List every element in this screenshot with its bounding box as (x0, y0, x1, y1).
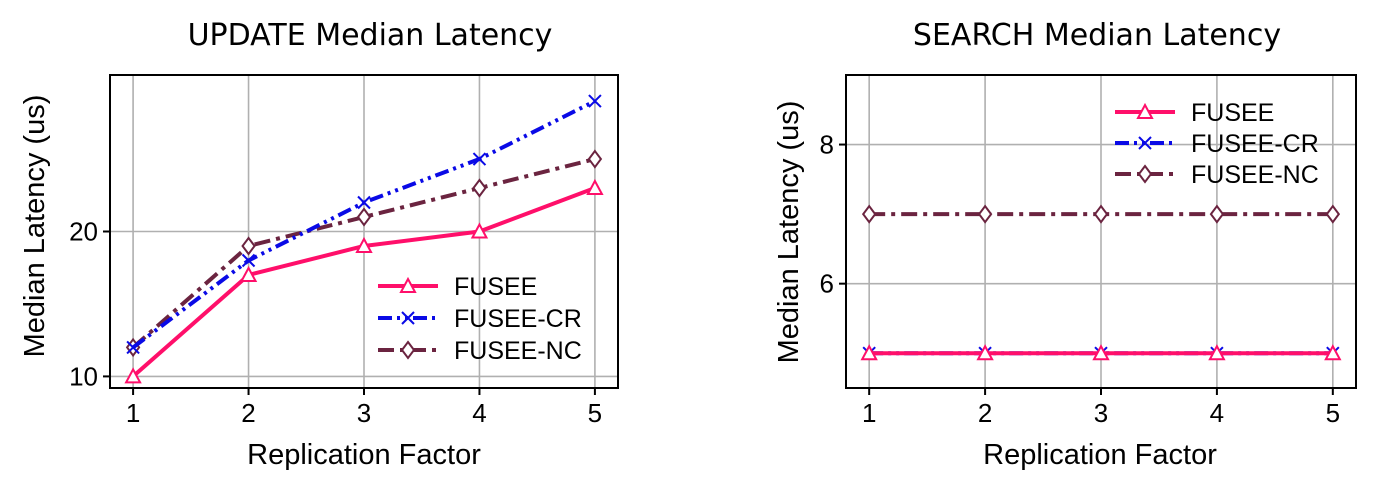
x-tick-label: 1 (862, 398, 876, 428)
series-line (131, 157, 596, 349)
y-tick-label: 6 (820, 269, 834, 299)
diamond-marker (1093, 204, 1109, 224)
x-marker-stroke (401, 311, 415, 325)
diamond-marker (241, 236, 256, 256)
gridlines (110, 75, 618, 388)
legend: FUSEE FUSEE-CR FUSEE-NC (1115, 99, 1319, 189)
search-latency-chart: SEARCH Median Latency Replication Factor… (773, 18, 1357, 471)
x-tick-label: 5 (1326, 398, 1340, 428)
x-marker-stroke (472, 152, 487, 166)
x-tick-label: 3 (1094, 398, 1108, 428)
triangle-marker (355, 236, 373, 253)
gridlines (846, 75, 1356, 388)
x-tick-label: 3 (357, 398, 371, 428)
legend-item-fusee-cr: FUSEE-CR (1115, 130, 1319, 158)
x-marker-stroke (357, 195, 371, 210)
diamond-marker (472, 178, 487, 198)
legend-item-fusee-cr: FUSEE-CR (378, 305, 582, 333)
update-latency-chart: UPDATE Median Latency Replication Factor… (19, 18, 619, 471)
series-fusee (124, 178, 604, 384)
triangle-marker (470, 222, 489, 239)
diamond-marker (861, 204, 877, 224)
chart-title: UPDATE Median Latency (188, 18, 553, 53)
x-marker (357, 195, 371, 210)
legend-item-fusee: FUSEE (1115, 99, 1274, 127)
x-marker (588, 94, 602, 108)
diamond-marker (977, 204, 993, 224)
y-tick-label: 20 (69, 217, 98, 247)
x-marker-stroke (126, 340, 140, 355)
diamond-marker (1325, 204, 1341, 224)
legend-item-fusee-nc: FUSEE-NC (378, 337, 582, 365)
x-marker (401, 311, 415, 325)
triangle-marker (399, 276, 417, 293)
diamond-marker (1137, 164, 1153, 184)
diamond-marker (587, 149, 603, 169)
x-tick-label: 1 (126, 398, 140, 428)
legend-label: FUSEE-CR (1191, 130, 1319, 158)
x-marker (241, 253, 256, 268)
x-marker-stroke (1138, 136, 1152, 150)
triangle-marker (586, 178, 604, 196)
y-axis-label: Median Latency (us) (773, 101, 805, 364)
legend-label: FUSEE-NC (454, 337, 582, 365)
y-tick-label: 8 (820, 130, 834, 160)
series-fusee-cr (126, 94, 602, 355)
x-marker (126, 340, 140, 355)
triangle-marker (1136, 102, 1154, 119)
triangle-marker (239, 265, 258, 282)
x-tick-label: 5 (588, 398, 602, 428)
legend-label: FUSEE (1191, 99, 1274, 127)
triangle-marker (860, 344, 878, 361)
legend-label: FUSEE-CR (454, 305, 582, 333)
x-tick-label: 4 (1210, 398, 1224, 428)
legend-item-fusee-nc: FUSEE-NC (1115, 161, 1319, 189)
series-fusee (860, 344, 1342, 361)
x-marker (472, 152, 487, 166)
x-tick-label: 4 (472, 398, 486, 428)
triangle-marker (1208, 344, 1226, 361)
x-tick-label: 2 (978, 398, 992, 428)
triangle-marker (1092, 344, 1110, 361)
y-axis-label: Median Latency (us) (19, 95, 51, 358)
legend-label: FUSEE (454, 273, 537, 301)
x-tick-label: 2 (241, 398, 255, 428)
x-marker (1138, 136, 1152, 150)
x-marker-stroke (588, 94, 602, 108)
triangle-marker (124, 367, 142, 384)
diamond-marker (356, 207, 372, 227)
series-fusee-nc (861, 204, 1341, 224)
legend-label: FUSEE-NC (1191, 161, 1319, 189)
triangle-marker (976, 344, 994, 361)
y-tick-label: 10 (69, 361, 98, 391)
legend-item-fusee: FUSEE (378, 273, 537, 301)
legend: FUSEE FUSEE-CR FUSEE-NC (378, 273, 582, 365)
diamond-marker (400, 340, 416, 360)
x-marker-stroke (241, 253, 256, 268)
triangle-marker (1324, 344, 1342, 361)
x-axis-label: Replication Factor (983, 439, 1217, 471)
chart-title: SEARCH Median Latency (913, 18, 1281, 53)
diamond-marker (1209, 204, 1225, 224)
x-axis-label: Replication Factor (247, 439, 481, 471)
